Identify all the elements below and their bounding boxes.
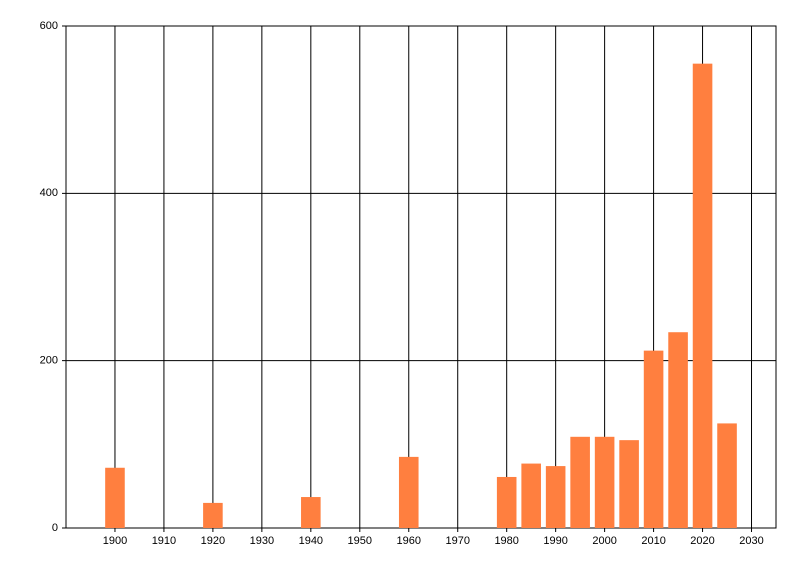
bar xyxy=(545,466,566,528)
bar xyxy=(594,436,615,528)
bar xyxy=(668,332,688,528)
x-tick-label: 1970 xyxy=(445,535,469,547)
bar xyxy=(570,436,590,528)
x-tick-label: 2020 xyxy=(690,535,714,547)
bar xyxy=(521,463,541,528)
bar xyxy=(496,476,517,528)
bar xyxy=(692,63,713,529)
y-tick-label: 0 xyxy=(52,522,58,534)
x-tick-label: 1940 xyxy=(299,535,323,547)
x-tick-label: 1930 xyxy=(250,535,274,547)
x-tick-label: 2000 xyxy=(592,535,616,547)
x-tick-label: 2030 xyxy=(739,535,763,547)
bar xyxy=(301,497,321,528)
x-tick-label: 1960 xyxy=(397,535,421,547)
x-tick-label: 1900 xyxy=(103,535,127,547)
x-tick-label: 1990 xyxy=(543,535,567,547)
x-tick-label: 1910 xyxy=(152,535,176,547)
x-tick-label: 2010 xyxy=(641,535,665,547)
bar xyxy=(398,456,419,528)
bar xyxy=(203,502,223,528)
bar xyxy=(717,423,737,528)
x-tick-label: 1920 xyxy=(201,535,225,547)
x-tick-label: 1950 xyxy=(348,535,372,547)
bar xyxy=(643,350,664,528)
y-tick-label: 200 xyxy=(40,355,58,367)
bar xyxy=(105,467,125,528)
bar xyxy=(619,440,639,528)
y-tick-label: 400 xyxy=(40,187,58,199)
y-tick-label: 600 xyxy=(40,20,58,32)
x-tick-label: 1980 xyxy=(494,535,518,547)
